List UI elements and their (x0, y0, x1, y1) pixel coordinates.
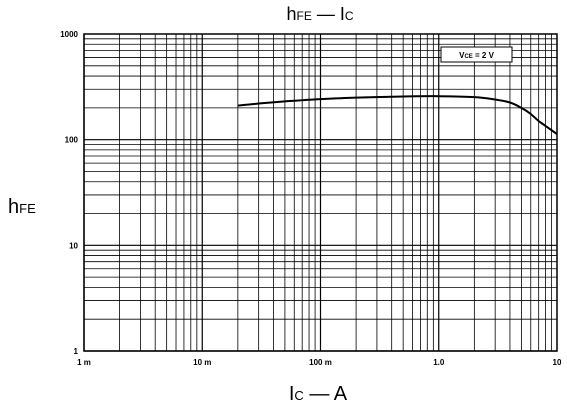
x-tick-label: 1 m (77, 358, 91, 367)
x-tick-label: 10 (553, 358, 562, 367)
y-tick-label: 10 (69, 241, 78, 250)
title-sub-b: C (345, 9, 354, 23)
x-tick-label: 10 m (193, 358, 211, 367)
legend: VCE = 2 V (440, 46, 513, 63)
title-main-a: h (286, 4, 296, 24)
legend-box (440, 46, 513, 63)
xlabel-main: I (289, 383, 295, 405)
title-main-b: I (340, 4, 345, 24)
title-sub-a: FE (296, 9, 311, 23)
xlabel-sub: C (294, 388, 303, 403)
title-dash: — (312, 4, 340, 24)
plot-frame (83, 33, 558, 352)
y-axis-label: hFE (8, 196, 36, 218)
x-tick-label: 1.0 (433, 358, 445, 367)
legend-label: VCE = 2 V (459, 51, 494, 60)
tick-labels: 1 m 10 m 100 m 1.0 10 1 10 100 1000 (60, 30, 562, 367)
legend-suffix: = 2 V (473, 51, 495, 60)
legend-sub: CE (464, 54, 472, 60)
y-tick-label: 1 (74, 347, 79, 356)
chart-title: hFE — IC (286, 4, 353, 24)
x-tick-label: 100 m (309, 358, 332, 367)
hfe-curve (237, 95, 558, 135)
legend-main: V (459, 51, 465, 60)
y-tick-label: 1000 (60, 30, 78, 39)
y-tick-label: 100 (65, 136, 79, 145)
x-axis-label: IC — A (289, 383, 348, 405)
xlabel-suffix: — A (304, 383, 348, 405)
ylabel-sub: FE (19, 201, 36, 216)
grid (83, 34, 557, 352)
ylabel-main: h (8, 196, 19, 218)
